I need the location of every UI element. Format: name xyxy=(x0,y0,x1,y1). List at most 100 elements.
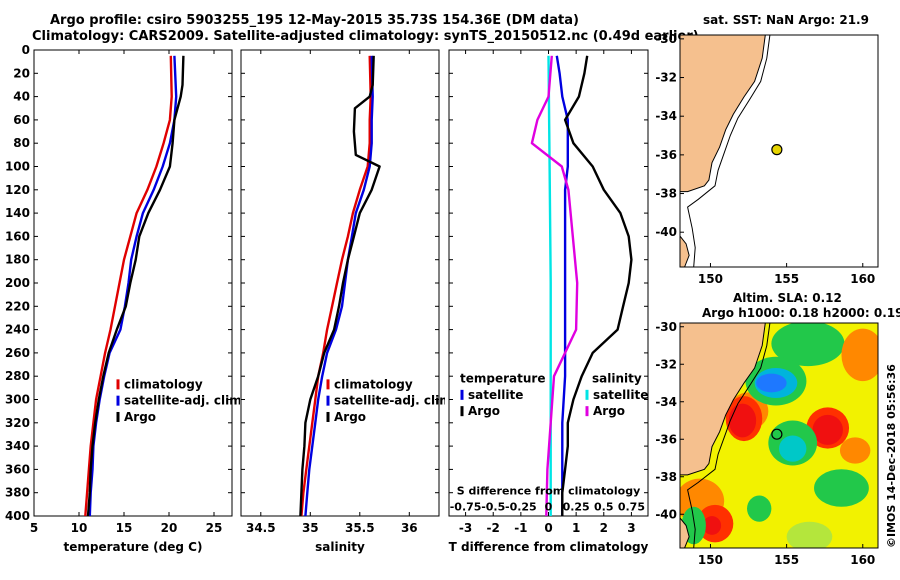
imos-watermark: ©IMOS 14-Dec-2018 05:56:36 xyxy=(885,364,898,548)
lat-tick-label: -40 xyxy=(655,507,677,521)
land-tasmania xyxy=(680,235,690,267)
lon-tick-label: 150 xyxy=(698,272,723,285)
lat-tick-label: -34 xyxy=(655,395,677,409)
map-frame xyxy=(679,322,879,549)
s-tick-label: -0.25 xyxy=(505,501,537,514)
lat-tick-label: -32 xyxy=(655,71,677,85)
sla-map-title-1: Altim. SLA: 0.12 xyxy=(733,291,842,305)
series-line-argo xyxy=(299,55,381,517)
x-tick-label: 3 xyxy=(627,521,635,535)
land-australia xyxy=(680,35,766,193)
legend-label: Argo xyxy=(468,404,500,418)
sla-anomaly-blob xyxy=(786,521,833,548)
y-tick-label: 360 xyxy=(5,462,30,476)
series-line-climatology xyxy=(84,55,173,517)
sla-map: 150 155 160 -30 -32 -34 -36 -38 -40 xyxy=(655,320,879,567)
sla-anomaly-blob xyxy=(839,437,871,464)
lat-tick-label: -38 xyxy=(655,470,677,484)
x-tick-label: -3 xyxy=(459,521,472,535)
y-tick-label: 220 xyxy=(5,299,30,313)
lat-tick-label: -36 xyxy=(655,432,677,446)
x-tick-label: -2 xyxy=(487,521,500,535)
y-tick-label: 80 xyxy=(13,136,30,150)
sla-anomaly-blob xyxy=(728,403,757,438)
salinity-profile-chart: 34.5 35 35.5 36 salinity climatology satellite… xyxy=(240,49,445,554)
lat-tick-label: -36 xyxy=(655,148,677,162)
lat-tick-label: -40 xyxy=(655,225,677,239)
x-tick-label: 35 xyxy=(302,521,319,535)
legend-label: climatology xyxy=(334,377,413,391)
y-tick-label: 260 xyxy=(5,346,30,360)
lon-tick-label: 155 xyxy=(774,553,799,567)
x-axis-label: salinity xyxy=(315,540,365,554)
legend-label: climatology xyxy=(124,377,203,391)
temperature-profile-chart: 0 20 40 60 80 100 120 140 160 180 200 220 240 260 280 3… xyxy=(5,43,240,554)
s-tick-label: -0.75 xyxy=(450,501,482,514)
x-tick-label: 1 xyxy=(572,521,580,535)
y-tick-label: 140 xyxy=(5,206,30,220)
sla-anomaly-blob xyxy=(771,323,845,367)
plot-frame xyxy=(240,49,440,517)
legend-label: Argo xyxy=(124,410,156,424)
series-line-climatology xyxy=(300,55,372,517)
s-tick-label: 0 xyxy=(545,501,553,514)
y-tick-label: 200 xyxy=(5,276,30,290)
sla-field xyxy=(680,323,878,548)
y-tick-label: 20 xyxy=(13,66,30,80)
legend-label: satellite-adj. clim. xyxy=(124,394,240,408)
legend-label: satellite xyxy=(593,388,648,402)
s-tick-label: 0.25 xyxy=(563,501,590,514)
y-tick-label: 180 xyxy=(5,253,30,267)
legend-label: satellite-adj. clim. xyxy=(334,394,445,408)
s-axis-label: S difference from climatology xyxy=(457,484,641,497)
y-tick-label: 280 xyxy=(5,369,30,383)
y-tick-label: 60 xyxy=(13,113,30,127)
profile-title: Argo profile: csiro 5903255_195 12-May-2… xyxy=(50,13,579,28)
land-australia xyxy=(680,323,766,476)
y-tick-label: 120 xyxy=(5,183,30,197)
sla-anomaly-blob xyxy=(747,495,772,522)
x-tick-label: 5 xyxy=(30,521,38,535)
x-tick-label: 20 xyxy=(161,521,178,535)
x-tick-label: 36 xyxy=(401,521,418,535)
lon-tick-label: 160 xyxy=(850,272,875,285)
series-line-s-argo xyxy=(530,55,579,517)
sla-anomaly-blob xyxy=(779,435,807,462)
s-tick-label: 0.75 xyxy=(618,501,645,514)
x-tick-label: 0 xyxy=(544,521,552,535)
difference-profile-chart: -3 -2 -1 0 1 2 3 T difference from climatology S… xyxy=(448,49,649,554)
lat-tick-label: -32 xyxy=(655,357,677,371)
lat-tick-label: -30 xyxy=(655,32,677,46)
legend-label: Argo xyxy=(334,410,366,424)
climatology-title: Climatology: CARS2009. Satellite-adjuste… xyxy=(32,29,699,44)
lat-tick-label: -30 xyxy=(655,320,677,334)
argo-float-marker xyxy=(771,428,783,440)
map-frame xyxy=(679,34,879,268)
x-tick-label: 35.5 xyxy=(345,521,375,535)
lon-tick-label: 150 xyxy=(698,553,723,567)
sla-map-title-2: Argo h1000: 0.18 h2000: 0.19 xyxy=(702,306,900,320)
series-line-t-satellite xyxy=(555,55,570,516)
x-tick-label: 10 xyxy=(71,521,88,535)
x-tick-label: 34.5 xyxy=(246,521,276,535)
y-tick-label: 0 xyxy=(22,43,30,57)
y-tick-label: 300 xyxy=(5,393,30,407)
x-tick-label: 15 xyxy=(116,521,133,535)
shelf-isobath xyxy=(687,35,771,267)
y-tick-label: 340 xyxy=(5,439,30,453)
series-line-argo xyxy=(86,55,185,517)
legend-label: satellite xyxy=(468,388,523,402)
y-tick-label: 320 xyxy=(5,416,30,430)
legend-title-temperature: temperature xyxy=(460,372,545,386)
legend-label: Argo xyxy=(593,404,625,418)
lat-tick-label: -34 xyxy=(655,109,677,123)
sst-map: 150 155 160 -30 -32 -34 -36 -38 -40 xyxy=(655,32,879,285)
lon-tick-label: 160 xyxy=(850,553,875,567)
s-tick-label: -0.5 xyxy=(481,501,505,514)
y-tick-label: 40 xyxy=(13,90,30,104)
series-line-t-argo xyxy=(561,55,633,516)
lon-tick-label: 155 xyxy=(774,272,799,285)
shelf-isobath xyxy=(687,323,771,548)
plot-frame xyxy=(33,49,233,517)
sla-anomaly-blob xyxy=(756,373,787,393)
